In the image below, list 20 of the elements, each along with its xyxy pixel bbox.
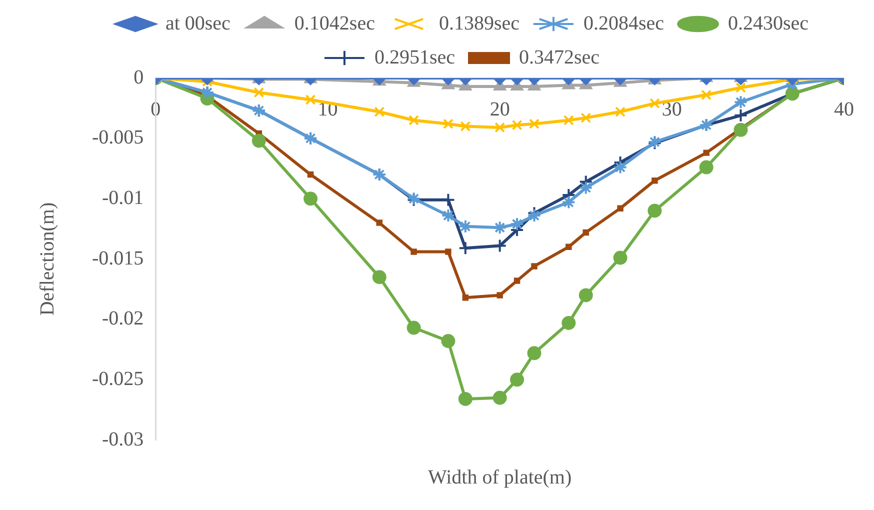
legend-label: 0.1042sec xyxy=(294,12,376,34)
legend-label: at 00sec xyxy=(165,12,231,34)
y-tick-label: -0.015 xyxy=(92,247,144,270)
legend-label: 0.2951sec xyxy=(374,46,456,68)
y-tick-label: -0.025 xyxy=(92,368,144,390)
legend-label: 0.2084sec xyxy=(583,12,664,34)
y-tick-label: -0.03 xyxy=(102,428,144,450)
x-tick-label: 20 xyxy=(490,98,510,120)
y-tick-label: -0.005 xyxy=(92,126,144,149)
x-tick-label: 30 xyxy=(662,98,682,120)
y-tick-label: 0 xyxy=(134,66,144,88)
x-tick-label: 0 xyxy=(150,98,161,120)
y-tick-label: -0.02 xyxy=(102,308,144,330)
legend-label: 0.2430sec xyxy=(728,12,809,34)
x-tick-label: 40 xyxy=(834,98,854,120)
y-tick-label: -0.01 xyxy=(102,186,144,209)
legend-label: 0.1389sec xyxy=(438,12,520,34)
y-axis-title: Deflection(m) xyxy=(36,202,58,316)
x-axis-title: Width of plate(m) xyxy=(428,466,572,488)
legend-label: 0.3472sec xyxy=(519,46,600,68)
